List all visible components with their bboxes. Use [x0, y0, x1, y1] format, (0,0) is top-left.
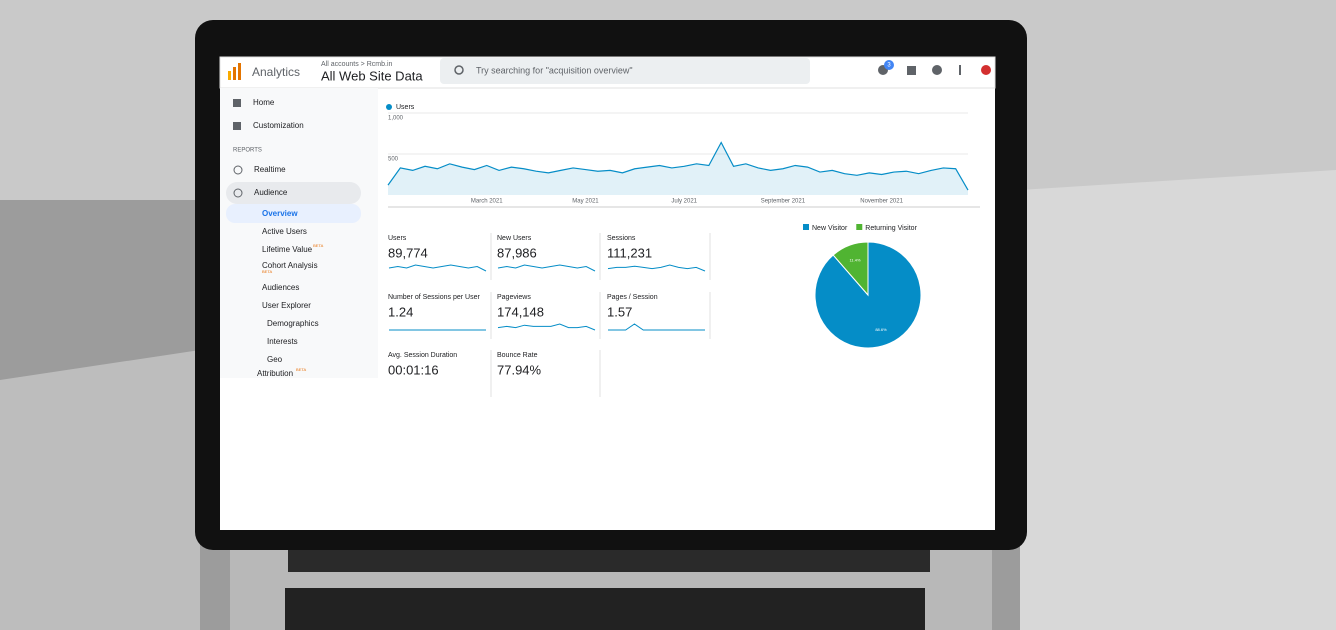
logo — [228, 71, 231, 80]
breadcrumb[interactable]: All accounts > Rcmb.in — [321, 61, 392, 68]
area — [388, 142, 968, 195]
slice-label: 11.4% — [849, 257, 860, 262]
content: 500 1,000 March 2021 May 2021 July 2021 Septe… — [386, 104, 980, 397]
legend-marker — [803, 224, 809, 230]
line — [387, 141, 969, 191]
metric-value: 77.94% — [497, 362, 542, 377]
search-box[interactable] — [440, 58, 810, 84]
property-selector[interactable]: All Web Site Data — [321, 68, 423, 83]
apps-icon[interactable] — [907, 66, 916, 75]
legend-label[interactable]: Returning Visitor — [865, 225, 917, 232]
nav-item[interactable]: Cohort Analysis — [262, 261, 318, 270]
section-label: REPORTS — [233, 148, 262, 154]
x-tick-label: March 2021 — [471, 199, 503, 205]
metric-label: Pageviews — [497, 294, 531, 301]
beta-badge: BETA — [313, 243, 323, 248]
beta-badge: BETA — [296, 367, 306, 372]
sparkline — [497, 264, 596, 272]
nav-item[interactable]: Attribution — [257, 369, 293, 378]
nav-item[interactable]: Audiences — [262, 283, 299, 292]
nav-icon — [233, 122, 241, 130]
blanket — [1020, 170, 1336, 630]
y-tick-label: 500 — [388, 157, 399, 163]
metric-value: 174,148 — [497, 304, 544, 319]
avatar[interactable] — [981, 65, 991, 75]
nav-item[interactable]: Customization — [253, 121, 304, 130]
nav-item[interactable]: Lifetime Value — [262, 245, 313, 254]
sidebar-nav: Home Customization REPORTS Realtime Audience… — [233, 98, 324, 378]
legend-label: Users — [396, 104, 415, 111]
nav-item[interactable]: Geo — [267, 355, 283, 364]
nav-icon — [233, 188, 243, 198]
legend-marker — [856, 224, 863, 230]
metric-value: 111,231 — [607, 245, 652, 260]
metric-value: 1.24 — [388, 304, 413, 319]
selected-section — [226, 182, 361, 204]
nav-item[interactable]: Home — [253, 98, 275, 107]
search-placeholder[interactable]: Try searching for "acquisition overview" — [476, 65, 633, 75]
nav-item[interactable]: Realtime — [254, 165, 286, 174]
metric-value: 89,774 — [388, 245, 428, 260]
sparkline — [388, 264, 487, 272]
app-name: Analytics — [252, 65, 300, 79]
search-icon — [454, 65, 464, 75]
metric-label: New Users — [497, 235, 532, 242]
metric-label: Sessions — [607, 235, 636, 242]
nav-item[interactable]: Overview — [262, 209, 298, 218]
x-tick-label: July 2021 — [671, 199, 697, 205]
pie-slice — [832, 241, 869, 297]
metric-label: Users — [388, 235, 407, 242]
slice-label: 88.6% — [875, 327, 887, 332]
sparkline — [608, 323, 705, 331]
x-tick-label: September 2021 — [761, 199, 806, 205]
beta-badge: BETA — [262, 269, 272, 274]
logo — [233, 67, 236, 80]
y-tick-label: 1,000 — [388, 116, 404, 122]
metric-value: 87,986 — [497, 245, 537, 260]
hinge — [288, 550, 930, 572]
sparkline — [607, 264, 706, 272]
metric-label: Bounce Rate — [497, 352, 538, 359]
sparkline — [497, 323, 596, 331]
metric-label: Pages / Session — [607, 294, 658, 301]
nav-item[interactable]: User Explorer — [262, 301, 311, 310]
nav-icon — [233, 99, 241, 107]
logo — [238, 63, 241, 80]
notification-badge — [884, 60, 894, 70]
metric-label: Number of Sessions per User — [388, 294, 480, 301]
x-tick-label: November 2021 — [860, 199, 903, 205]
blanket — [0, 350, 200, 630]
keyboard — [285, 588, 925, 630]
nav-item[interactable]: Active Users — [262, 227, 307, 236]
nav-item[interactable]: Audience — [254, 188, 288, 197]
metric-value: 1.57 — [607, 304, 632, 319]
metric-label: Avg. Session Duration — [388, 352, 457, 359]
selected-item — [226, 204, 361, 223]
help-icon[interactable] — [932, 65, 942, 75]
sidebar — [220, 88, 378, 378]
nav-item[interactable]: Interests — [267, 337, 298, 346]
legend-marker — [386, 104, 392, 110]
notification-count: 3 — [887, 63, 891, 69]
nav-icon — [233, 165, 243, 175]
metric-value: 00:01:16 — [388, 362, 439, 377]
menu-icon[interactable] — [959, 65, 961, 75]
x-tick-label: May 2021 — [572, 199, 599, 205]
legend-label[interactable]: New Visitor — [812, 225, 848, 232]
nav-item[interactable]: Demographics — [267, 319, 319, 328]
